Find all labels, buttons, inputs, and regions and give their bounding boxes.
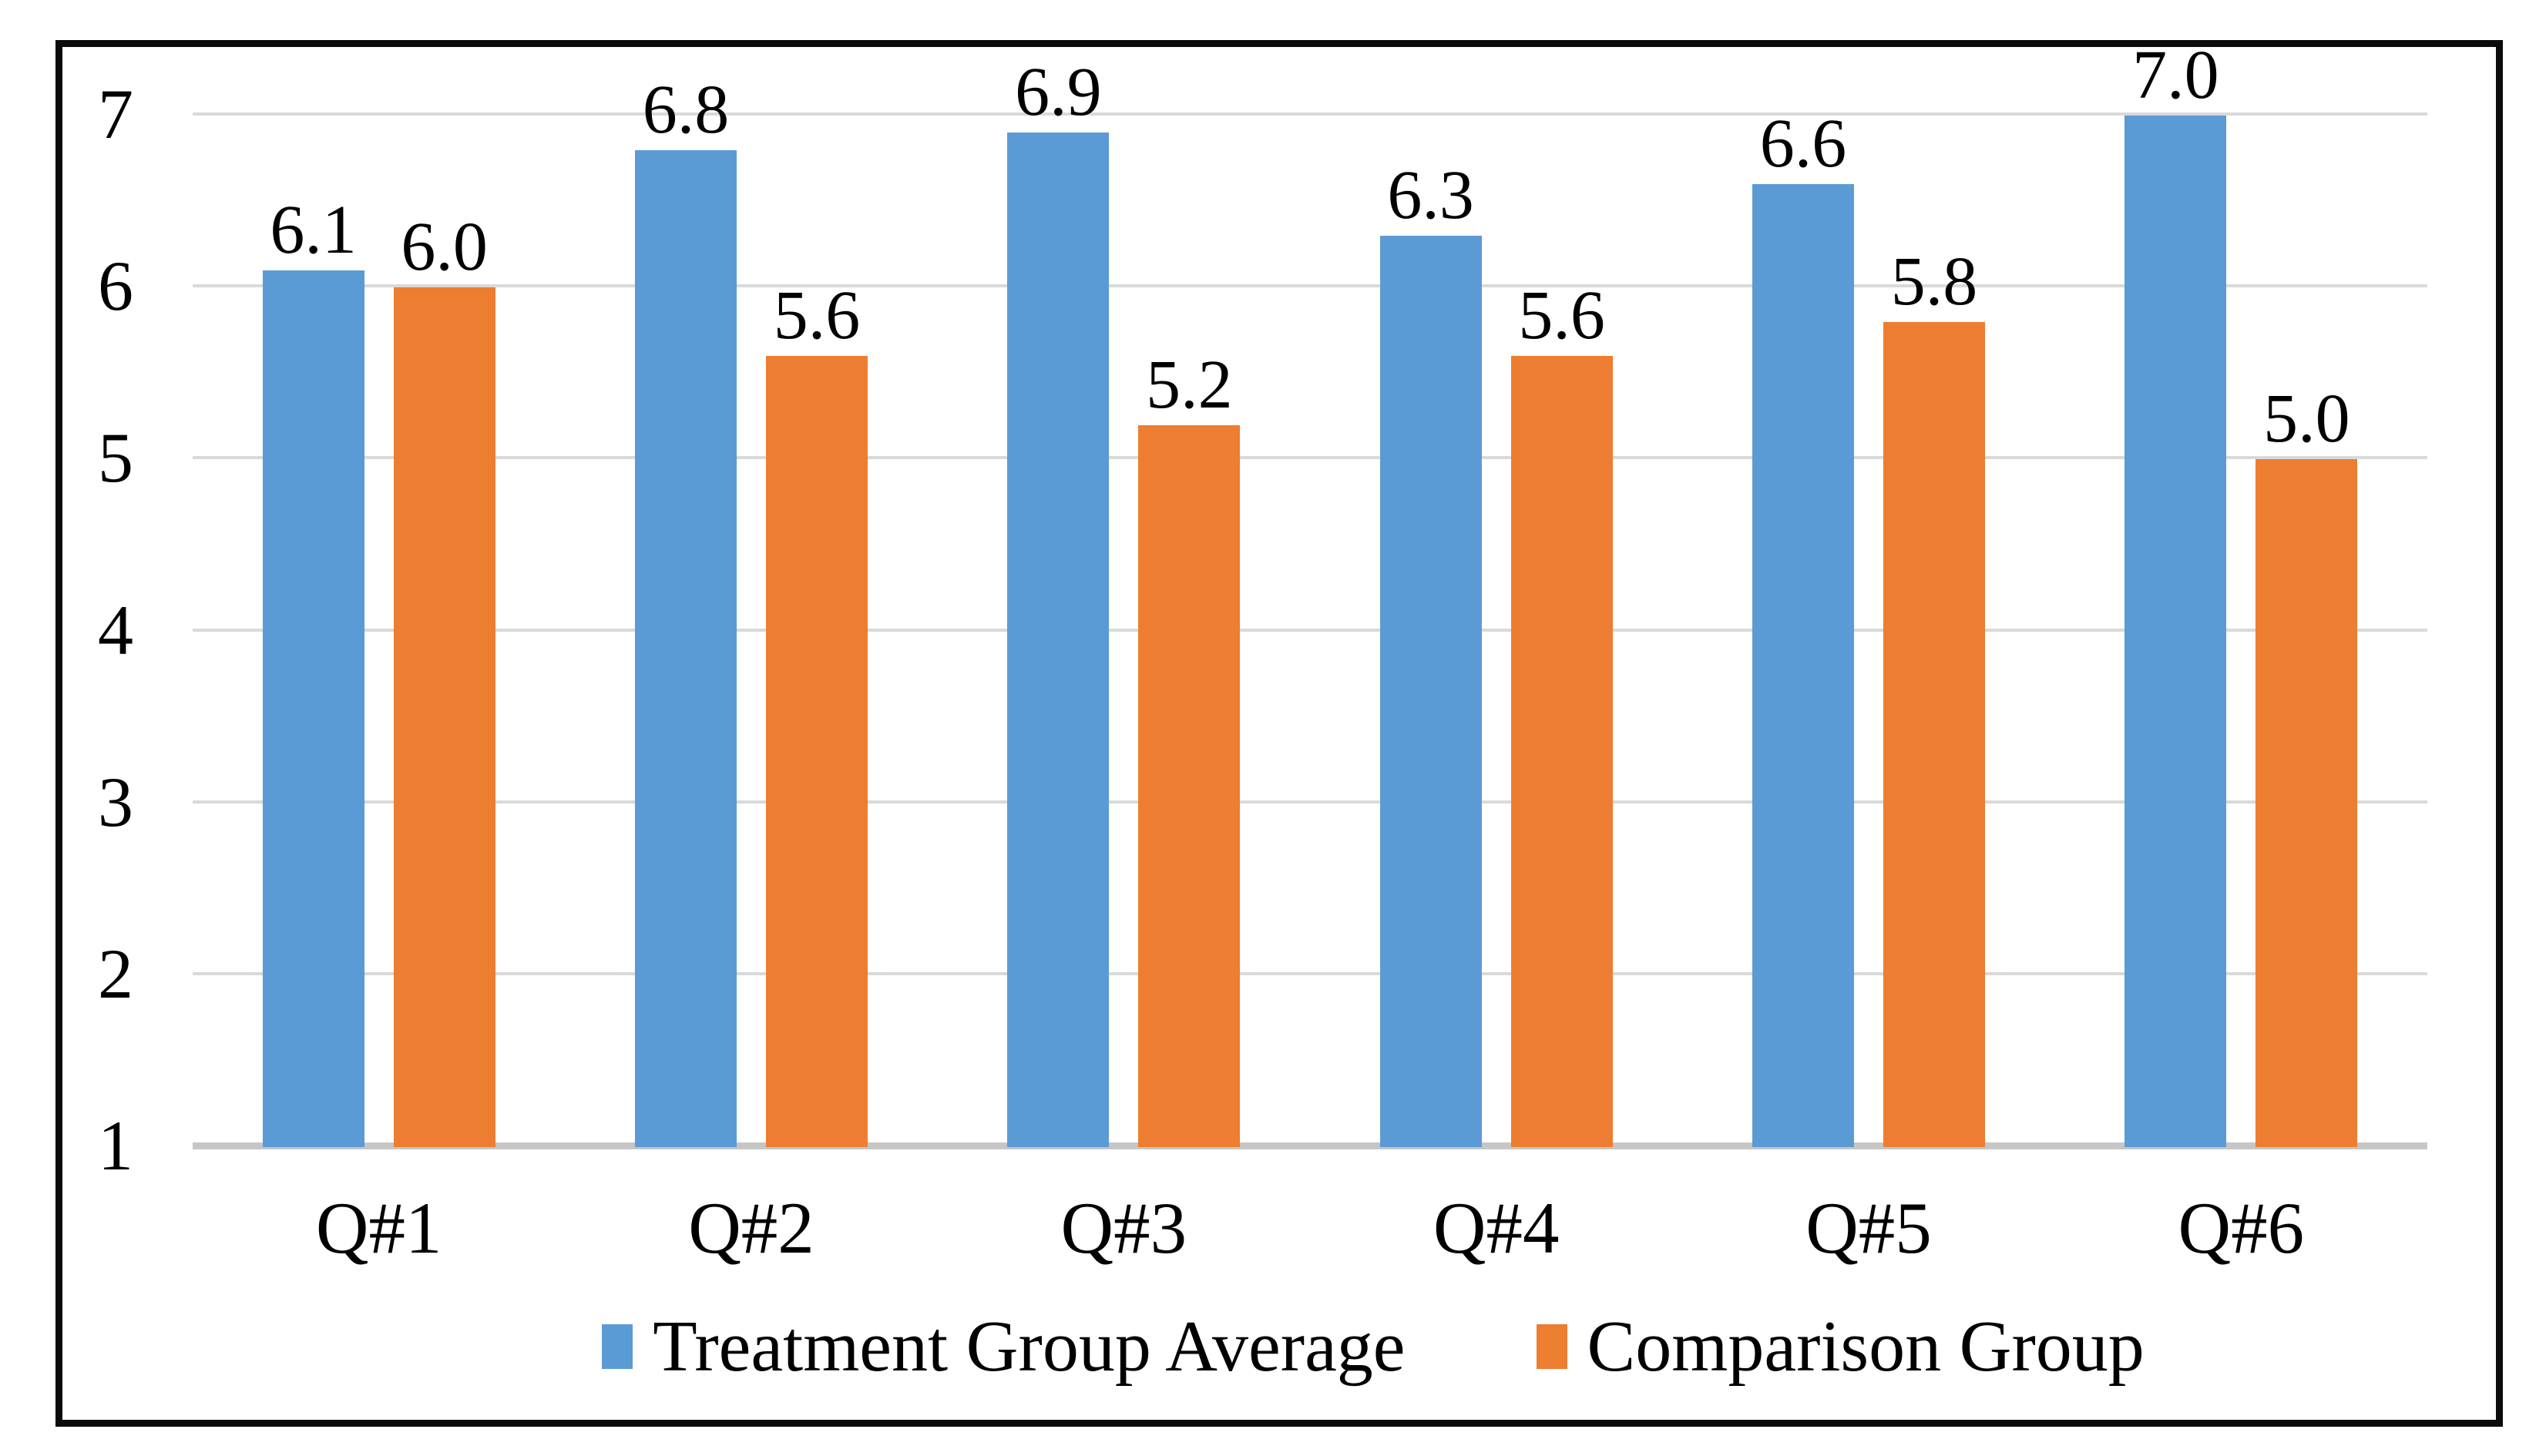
y-tick-label-2: 2 (98, 934, 133, 1013)
x-category-label-q3: Q#3 (1060, 1187, 1187, 1269)
bar-treatment-q2 (635, 149, 737, 1147)
bar-comparison-q6 (2255, 459, 2358, 1147)
bar-treatment-q6 (2124, 116, 2227, 1147)
data-label-comparison-q6: 5.0 (2263, 381, 2350, 458)
bar-comparison-q1 (393, 287, 495, 1147)
legend-item-treatment: Treatment Group Average (602, 1304, 1406, 1389)
data-label-comparison-q4: 5.6 (1518, 277, 1605, 354)
bar-treatment-q4 (1379, 236, 1482, 1147)
legend-swatch-treatment (602, 1324, 633, 1369)
data-label-treatment-q5: 6.6 (1759, 106, 1847, 183)
x-category-label-q4: Q#4 (1433, 1187, 1560, 1269)
legend-swatch-comparison (1536, 1324, 1567, 1369)
gridline-y2 (193, 971, 2427, 975)
data-label-treatment-q3: 6.9 (1015, 54, 1102, 131)
y-tick-label-3: 3 (98, 762, 133, 841)
bar-treatment-q5 (1752, 184, 1854, 1147)
legend-label-treatment: Treatment Group Average (653, 1307, 1406, 1387)
bar-comparison-q3 (1138, 424, 1241, 1147)
data-label-comparison-q5: 5.8 (1890, 243, 1978, 320)
legend-label-comparison: Comparison Group (1587, 1307, 2145, 1387)
gridline-y6 (193, 284, 2427, 288)
data-label-treatment-q2: 6.8 (642, 71, 730, 148)
data-label-treatment-q6: 7.0 (2132, 37, 2219, 113)
x-axis-line (193, 1142, 2427, 1149)
data-label-treatment-q4: 6.3 (1387, 157, 1474, 234)
x-category-label-q5: Q#5 (1805, 1187, 1932, 1269)
y-tick-label-1: 1 (98, 1106, 133, 1185)
data-label-comparison-q2: 5.6 (773, 277, 861, 354)
x-category-label-q2: Q#2 (688, 1187, 815, 1269)
bar-treatment-q1 (262, 270, 364, 1147)
gridline-y7 (193, 112, 2427, 116)
y-tick-label-7: 7 (98, 75, 133, 153)
data-label-comparison-q3: 5.2 (1146, 346, 1233, 423)
x-category-label-q6: Q#6 (2178, 1187, 2305, 1269)
bar-treatment-q3 (1007, 133, 1110, 1147)
y-tick-label-5: 5 (98, 418, 133, 498)
bar-comparison-q2 (766, 356, 868, 1147)
y-tick-label-4: 4 (98, 590, 133, 669)
gridline-y5 (193, 456, 2427, 460)
bar-comparison-q5 (1883, 321, 1985, 1147)
bar-comparison-q4 (1510, 356, 1613, 1147)
data-label-comparison-q1: 6.0 (401, 209, 488, 286)
x-category-label-q1: Q#1 (315, 1187, 442, 1269)
legend: Treatment Group Average Comparison Group (0, 1303, 2546, 1390)
gridline-y4 (193, 628, 2427, 632)
legend-item-comparison: Comparison Group (1536, 1304, 2145, 1389)
gridline-y3 (193, 800, 2427, 803)
data-label-treatment-q1: 6.1 (270, 191, 357, 268)
y-tick-label-6: 6 (98, 247, 133, 326)
